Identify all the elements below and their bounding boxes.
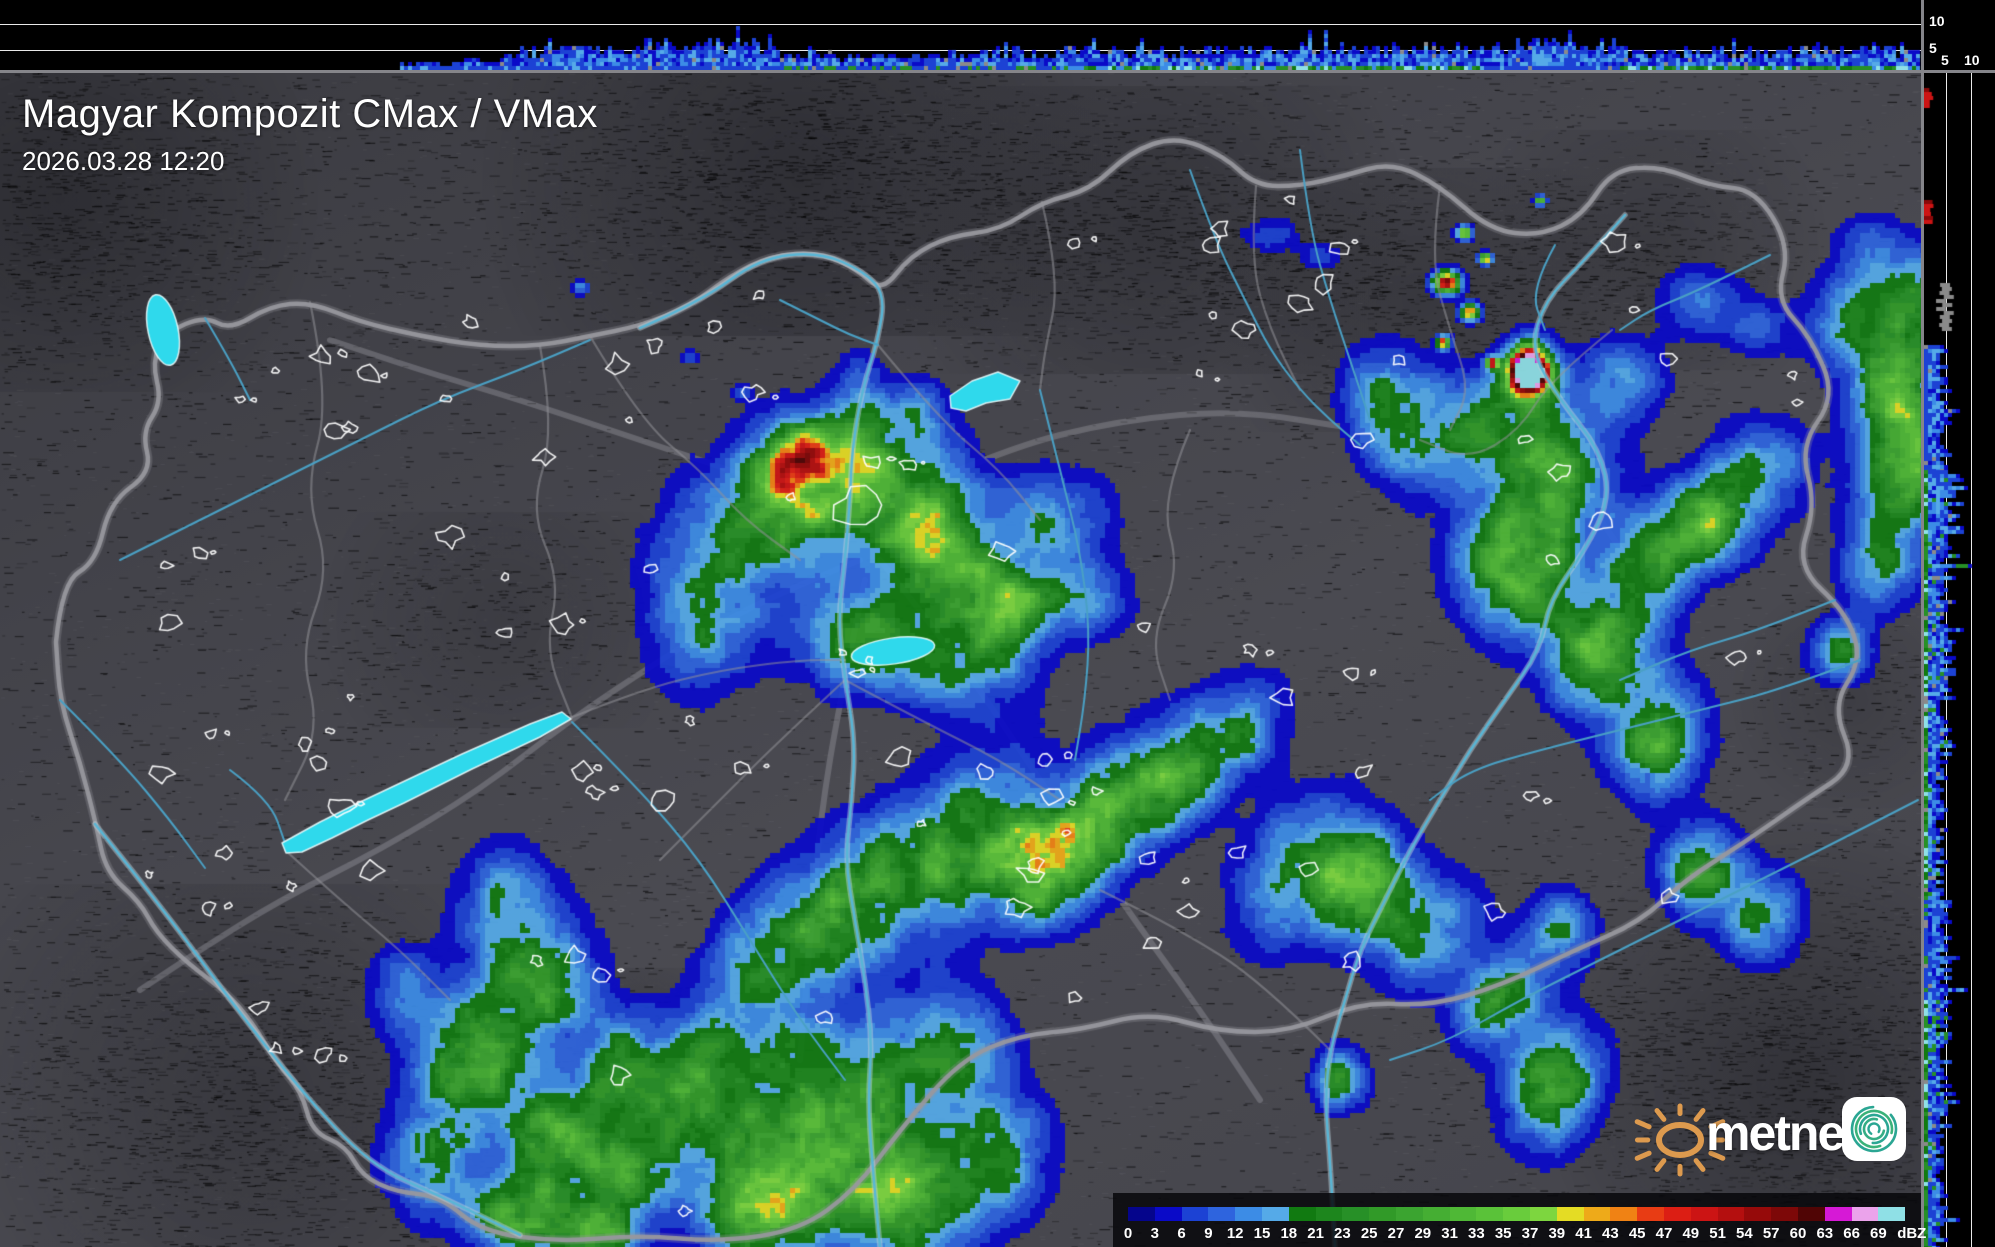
legend-tick-9: 9 xyxy=(1204,1225,1213,1242)
legend-cell-43 xyxy=(1610,1207,1638,1221)
legend-cell-3 xyxy=(1154,1207,1182,1221)
legend-tick-57: 57 xyxy=(1762,1225,1780,1242)
dbz-legend: 0 3 6 9 12 15 18 21 23 25 27 29 31 33 35 37 39 41 43 45 47 49… xyxy=(1113,1193,1927,1247)
legend-tick-60: 60 xyxy=(1789,1225,1807,1242)
legend-tick-54: 54 xyxy=(1736,1225,1753,1242)
legend-cell-35 xyxy=(1503,1207,1530,1221)
legend-cell-33 xyxy=(1476,1207,1504,1221)
legend-tick-43: 43 xyxy=(1602,1225,1619,1242)
legend-cell-25 xyxy=(1369,1207,1396,1221)
legend-cell-15 xyxy=(1261,1207,1289,1221)
legend-tick-35: 35 xyxy=(1494,1225,1512,1242)
legend-cell-29 xyxy=(1422,1207,1450,1221)
legend-cell-54 xyxy=(1744,1207,1772,1221)
legend-tick-27: 27 xyxy=(1387,1225,1405,1242)
legend-tick-37: 37 xyxy=(1521,1225,1539,1242)
page-title: Magyar Kompozit CMax / VMax xyxy=(22,92,598,136)
legend-cell-66 xyxy=(1851,1207,1879,1221)
legend-tick-3: 3 xyxy=(1150,1225,1159,1242)
top-axis-label-5: 5 xyxy=(1929,40,1937,56)
legend-tick-63: 63 xyxy=(1816,1225,1834,1242)
legend-tick-0: 0 xyxy=(1123,1225,1133,1242)
legend-tick-49: 49 xyxy=(1682,1225,1700,1242)
top-cross-section-echoes xyxy=(0,0,1921,70)
legend-tick-31: 31 xyxy=(1441,1225,1458,1242)
metnet-logo: metnet xyxy=(1630,1088,1926,1184)
metnet-app-icon xyxy=(1842,1097,1906,1161)
legend-tick-33: 33 xyxy=(1468,1225,1485,1242)
spiral-icon xyxy=(1850,1105,1898,1153)
legend-cell-6 xyxy=(1181,1207,1209,1221)
legend-unit: dBZ xyxy=(1897,1225,1927,1242)
right-cross-section-echoes xyxy=(1924,73,1995,1247)
top-axis-label-10: 10 xyxy=(1929,13,1945,29)
legend-cell-69 xyxy=(1878,1207,1906,1221)
legend-cell-63 xyxy=(1824,1207,1852,1221)
legend-cell-37 xyxy=(1529,1207,1557,1221)
legend-tick-labels: 0 3 6 9 12 15 18 21 23 25 27 29 31 33 35 37 39 41 43 45 47 49… xyxy=(1124,1223,1927,1243)
legend-cell-23 xyxy=(1342,1207,1370,1221)
legend-cell-41 xyxy=(1583,1207,1611,1221)
sun-icon xyxy=(1634,1103,1726,1177)
legend-cell-12 xyxy=(1235,1207,1262,1221)
legend-tick-21: 21 xyxy=(1307,1225,1324,1242)
legend-tick-69: 69 xyxy=(1870,1225,1887,1242)
legend-tick-25: 25 xyxy=(1360,1225,1378,1242)
radar-map xyxy=(0,73,1921,1247)
legend-tick-51: 51 xyxy=(1709,1225,1726,1242)
legend-tick-47: 47 xyxy=(1655,1225,1673,1242)
legend-cell-27 xyxy=(1395,1207,1423,1221)
legend-tick-39: 39 xyxy=(1548,1225,1566,1242)
legend-tick-45: 45 xyxy=(1628,1225,1646,1242)
legend-tick-29: 29 xyxy=(1414,1225,1432,1242)
legend-cell-9 xyxy=(1208,1207,1236,1221)
legend-cell-31 xyxy=(1449,1207,1477,1221)
cross-section-axis-corner: 10 5 5 10 xyxy=(1924,0,1995,70)
geography-layer xyxy=(0,73,1921,1247)
legend-tick-6: 6 xyxy=(1177,1225,1186,1242)
legend-cell-60 xyxy=(1797,1207,1825,1221)
legend-cell-49 xyxy=(1690,1207,1718,1221)
legend-tick-12: 12 xyxy=(1226,1225,1244,1242)
legend-tick-15: 15 xyxy=(1253,1225,1271,1242)
vertical-cross-section-right xyxy=(1924,73,1995,1247)
right-axis-label-5: 5 xyxy=(1941,52,1949,68)
legend-cell-51 xyxy=(1717,1207,1745,1221)
legend-cell-45 xyxy=(1637,1207,1664,1221)
logo-text: metnet xyxy=(1706,1105,1860,1161)
legend-color-bar xyxy=(1128,1207,1906,1221)
vertical-cross-section-top xyxy=(0,0,1921,70)
legend-cell-0 xyxy=(1128,1207,1155,1221)
strip-divider-vertical xyxy=(1921,0,1924,1247)
legend-cell-21 xyxy=(1315,1207,1343,1221)
legend-tick-23: 23 xyxy=(1334,1225,1351,1242)
legend-tick-41: 41 xyxy=(1575,1225,1592,1242)
timestamp: 2026.03.28 12:20 xyxy=(22,146,225,176)
legend-tick-18: 18 xyxy=(1280,1225,1298,1242)
legend-tick-66: 66 xyxy=(1843,1225,1860,1242)
right-axis-label-10: 10 xyxy=(1964,52,1980,68)
legend-cell-18 xyxy=(1288,1207,1316,1221)
legend-cell-39 xyxy=(1556,1207,1584,1221)
title-block: Magyar Kompozit CMax / VMax 2026.03.28 1… xyxy=(22,92,598,177)
legend-cell-57 xyxy=(1771,1207,1798,1221)
strip-divider-horizontal xyxy=(0,70,1995,73)
legend-cell-47 xyxy=(1663,1207,1691,1221)
